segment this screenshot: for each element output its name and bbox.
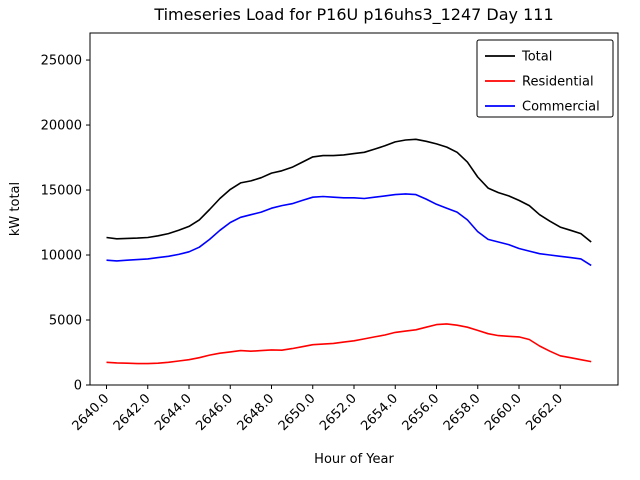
- series-line-residential: [106, 323, 592, 365]
- y-tick-label: 20000: [41, 119, 82, 134]
- chart-title: Timeseries Load for P16U p16uhs3_1247 Da…: [153, 5, 553, 25]
- y-tick-label: 25000: [41, 54, 82, 69]
- x-tick-label: 2660.0: [482, 391, 525, 434]
- x-tick-label: 2644.0: [152, 391, 195, 434]
- y-tick-label: 0: [74, 379, 82, 394]
- legend-label-total: Total: [521, 50, 552, 65]
- series-line-total: [106, 138, 592, 243]
- legend-label-commercial: Commercial: [522, 100, 600, 115]
- x-tick-label: 2654.0: [358, 391, 401, 434]
- y-tick-label: 10000: [41, 249, 82, 264]
- legend-label-residential: Residential: [522, 75, 594, 90]
- series-line-commercial: [106, 193, 592, 267]
- x-tick-label: 2640.0: [70, 391, 113, 434]
- y-tick-label: 5000: [49, 314, 82, 329]
- y-tick-label: 15000: [41, 184, 82, 199]
- x-tick-label: 2662.0: [523, 391, 566, 434]
- x-tick-label: 2650.0: [276, 391, 319, 434]
- x-tick-label: 2656.0: [400, 391, 443, 434]
- x-tick-label: 2642.0: [111, 391, 154, 434]
- x-tick-label: 2646.0: [193, 391, 236, 434]
- x-tick-label: 2648.0: [235, 391, 278, 434]
- x-tick-label: 2658.0: [441, 391, 484, 434]
- x-axis-label: Hour of Year: [314, 452, 394, 467]
- legend-box: [476, 39, 614, 118]
- y-axis-label: kW total: [8, 182, 23, 236]
- x-tick-label: 2652.0: [317, 391, 360, 434]
